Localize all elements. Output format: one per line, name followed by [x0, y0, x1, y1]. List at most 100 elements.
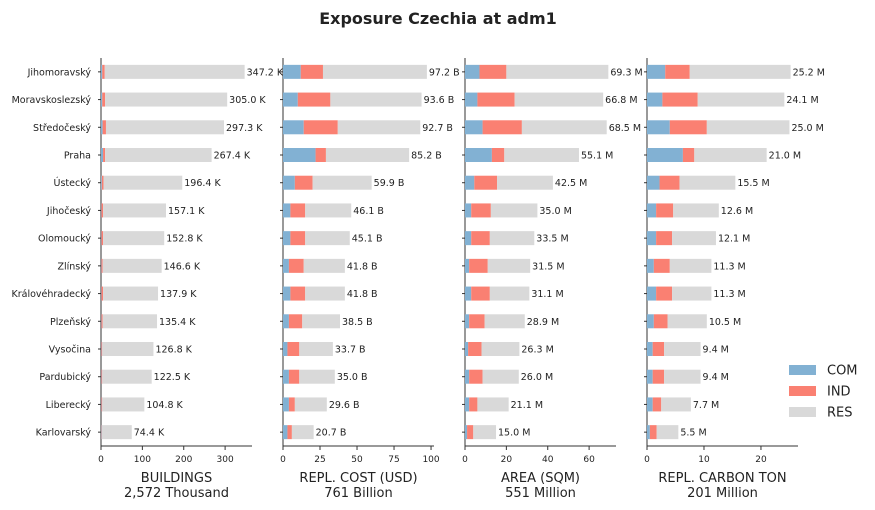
x-tick-label: 200 — [175, 455, 192, 465]
category-label: Pardubický — [39, 372, 91, 383]
legend-label: COM — [827, 364, 858, 379]
bar-res — [105, 92, 228, 107]
bar-res — [303, 258, 345, 273]
bar-com — [465, 369, 470, 384]
bar-com — [283, 369, 289, 384]
x-tick-label: 25 — [314, 455, 325, 465]
category-label: Středočeský — [33, 123, 91, 134]
bar-ind — [288, 397, 295, 412]
bar-total-label: 11.3 M — [713, 289, 745, 300]
bar-ind — [288, 369, 300, 384]
bar-total-label: 59.9 B — [374, 178, 405, 189]
bar-com — [465, 203, 472, 218]
bar-ind — [652, 397, 662, 412]
bar-res — [305, 203, 352, 218]
bar-ind — [101, 397, 103, 412]
bar-total-label: 9.4 M — [703, 345, 729, 356]
bar-ind — [294, 175, 313, 190]
bar-ind — [290, 231, 306, 246]
bar-com — [283, 175, 295, 190]
bar-res — [294, 397, 327, 412]
bar-com — [283, 120, 304, 135]
bar-com — [465, 314, 470, 329]
bar-res — [330, 92, 422, 107]
x-axis-sublabel: 2,572 Thousand — [124, 486, 229, 501]
bar-ind — [653, 258, 670, 273]
bar-total-label: 122.5 K — [154, 372, 191, 383]
category-label: Jihočeský — [46, 206, 91, 217]
bar-ind — [469, 314, 485, 329]
x-tick-label: 0 — [462, 455, 468, 465]
bar-res — [679, 175, 736, 190]
bar-total-label: 135.4 K — [159, 317, 196, 328]
panel-3: 25.2 M 24.1 M 25.0 M 21.0 M 15.5 M 12.6 M 12.1… — [644, 58, 825, 501]
chart-legend: COM IND RES — [789, 364, 858, 421]
bar-ind — [290, 286, 306, 301]
bar-com — [101, 92, 103, 107]
bar-total-label: 42.5 M — [555, 178, 587, 189]
bar-res — [673, 203, 719, 218]
bar-res — [102, 342, 154, 356]
legend-label: IND — [827, 385, 851, 400]
bar-ind — [474, 175, 498, 190]
bar-ind — [491, 148, 505, 162]
bar-res — [322, 64, 427, 79]
bar-total-label: 55.1 M — [581, 151, 613, 162]
bar-res — [490, 203, 538, 218]
bar-ind — [290, 203, 306, 218]
bar-com — [101, 175, 102, 190]
category-label: Olomoucký — [38, 234, 91, 245]
bar-com — [647, 342, 653, 356]
bar-res — [103, 175, 183, 190]
bar-com — [647, 120, 670, 135]
bar-ind — [101, 203, 104, 218]
bar-total-label: 29.6 B — [329, 400, 360, 411]
bar-ind — [482, 120, 522, 135]
bar-res — [669, 258, 712, 273]
bar-ind — [300, 64, 323, 79]
legend-label: RES — [827, 406, 853, 421]
bar-total-label: 33.5 M — [536, 234, 568, 245]
bar-res — [672, 231, 716, 246]
legend-swatch-ind — [789, 386, 816, 396]
bar-ind — [669, 120, 707, 135]
bar-res — [305, 286, 345, 301]
bar-total-label: 297.3 K — [226, 123, 263, 134]
bar-total-label: 24.1 M — [786, 95, 818, 106]
bar-res — [302, 314, 340, 329]
bar-com — [283, 258, 289, 273]
bar-ind — [652, 342, 665, 356]
bar-res — [105, 120, 224, 135]
bar-ind — [468, 342, 482, 356]
bar-res — [514, 92, 604, 107]
bar-res — [706, 120, 790, 135]
bar-ind — [102, 64, 105, 79]
x-tick-label: 100 — [134, 455, 151, 465]
bar-total-label: 85.2 B — [411, 151, 442, 162]
x-axis-label: BUILDINGS — [141, 471, 212, 486]
x-axis-label: AREA (SQM) — [501, 471, 580, 486]
bar-res — [305, 231, 350, 246]
bar-res — [689, 64, 791, 79]
x-tick-label: 300 — [217, 455, 234, 465]
bar-ind — [101, 286, 104, 301]
bar-res — [481, 342, 520, 356]
bar-res — [473, 425, 497, 440]
bar-res — [102, 397, 145, 412]
bar-ind — [471, 203, 491, 218]
bar-com — [283, 92, 298, 107]
bar-total-label: 46.1 B — [353, 206, 384, 217]
bar-res — [477, 397, 509, 412]
bar-res — [312, 175, 372, 190]
bar-com — [647, 286, 657, 301]
bar-ind — [469, 397, 478, 412]
bar-ind — [287, 425, 292, 440]
bar-total-label: 35.0 B — [337, 372, 368, 383]
bar-total-label: 5.5 M — [680, 428, 706, 439]
bar-total-label: 12.6 M — [721, 206, 753, 217]
bar-ind — [288, 258, 304, 273]
bar-ind — [101, 175, 104, 190]
bar-com — [465, 175, 475, 190]
bar-ind — [101, 314, 103, 329]
bar-com — [283, 286, 291, 301]
